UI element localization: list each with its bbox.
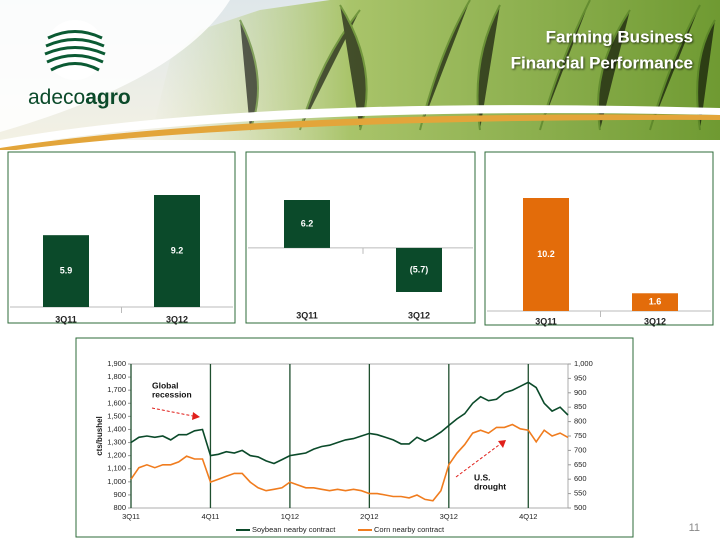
y2-tick-label: 900 (574, 388, 587, 397)
annotation: drought (474, 481, 506, 491)
x-tick-label: 4Q12 (519, 512, 537, 521)
y-tick-label: 1,500 (107, 411, 126, 420)
logo-text: adecoagro (28, 86, 131, 109)
annotation-arrow (151, 407, 199, 418)
y2-tick-label: 850 (574, 402, 587, 411)
y-tick-label: 900 (113, 490, 126, 499)
y2-tick-label: 500 (574, 503, 587, 512)
annotation-arrowhead (192, 412, 200, 420)
y2-tick-label: 950 (574, 373, 587, 382)
chart-frame (484, 151, 714, 326)
x-tick-label: 3Q11 (122, 512, 140, 521)
y-tick-label: 1,900 (107, 359, 126, 368)
slide-title: Farming Business (546, 27, 693, 46)
legend-label: Corn nearby contract (374, 525, 445, 534)
x-tick-label: 4Q11 (202, 512, 220, 521)
y2-tick-label: 750 (574, 431, 587, 440)
annotation-arrowhead (498, 440, 506, 448)
annotation: U.S. (474, 472, 491, 482)
x-tick-label: 3Q12 (644, 316, 666, 326)
x-tick-label: 3Q12 (440, 512, 458, 521)
series-line (130, 423, 569, 502)
x-tick-label: 3Q12 (408, 310, 430, 320)
bar (43, 235, 89, 307)
y2-tick-label: 650 (574, 460, 587, 469)
x-tick-label: 3Q11 (535, 316, 557, 326)
cane-field (150, 0, 720, 140)
x-tick-label: 2Q12 (360, 512, 378, 521)
y2-tick-label: 700 (574, 445, 587, 454)
y-tick-label: 1,400 (107, 424, 126, 433)
chart-frame (245, 151, 476, 324)
logo-mark (44, 20, 106, 80)
y-tick-label: 1,100 (107, 464, 126, 473)
data-label: 9.2 (171, 245, 184, 255)
cane-leaves (239, 0, 716, 131)
swoosh-accent (0, 114, 720, 152)
bar (523, 198, 569, 311)
y-tick-label: 800 (113, 503, 126, 512)
y-tick-label: 1,000 (107, 477, 126, 486)
data-label: 1.6 (649, 297, 662, 307)
x-tick-label: 3Q11 (296, 310, 318, 320)
bar (396, 247, 442, 292)
legend-label: Soybean nearby contract (252, 525, 336, 534)
bar (154, 195, 200, 307)
annotation: recession (152, 389, 192, 399)
data-label: 5.9 (60, 265, 73, 275)
y2-tick-label: 550 (574, 489, 587, 498)
page-number: 11 (689, 522, 700, 534)
x-tick-label: 3Q11 (55, 314, 77, 324)
data-label: 10.2 (537, 249, 555, 259)
y-tick-label: 1,200 (107, 451, 126, 460)
swoosh (0, 105, 720, 148)
bar (632, 293, 678, 311)
y-tick-label: 1,300 (107, 438, 126, 447)
series-line (130, 381, 569, 465)
annotation: Global (152, 380, 178, 390)
data-label: (5.7) (410, 264, 429, 274)
y-tick-label: 1,700 (107, 385, 126, 394)
data-label: 6.2 (301, 218, 314, 228)
y-tick-label: 1,600 (107, 398, 126, 407)
x-tick-label: 3Q12 (166, 314, 188, 324)
slide-title: Financial Performance (511, 53, 693, 72)
y2-tick-label: 600 (574, 474, 587, 483)
y-axis-label: cts/bushel (95, 416, 104, 456)
y-tick-label: 1,800 (107, 372, 126, 381)
bar (284, 200, 330, 248)
y2-tick-label: 1,000 (574, 359, 593, 368)
x-tick-label: 1Q12 (281, 512, 299, 521)
y2-tick-label: 800 (574, 417, 587, 426)
chart-frame (7, 151, 236, 324)
